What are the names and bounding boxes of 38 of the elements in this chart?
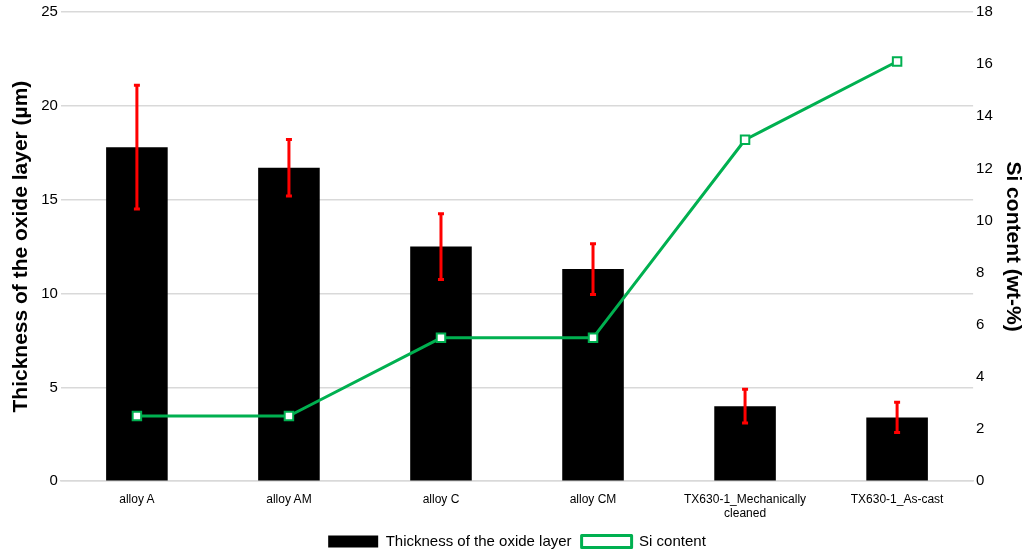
point bbox=[283, 410, 295, 422]
bar bbox=[714, 406, 776, 481]
bar bbox=[866, 417, 928, 481]
x-tick-label: alloy C bbox=[422, 491, 460, 506]
y-tick-label: 20 bbox=[41, 95, 58, 113]
y-tick-label: 25 bbox=[41, 2, 58, 20]
x-tick-label: alloy CM bbox=[569, 491, 617, 506]
bar bbox=[562, 269, 624, 481]
bar bbox=[106, 147, 168, 481]
y2-tick-label: 8 bbox=[976, 262, 985, 280]
y-tick-label: 15 bbox=[41, 189, 58, 207]
bar bbox=[258, 167, 320, 481]
y2-tick-label: 10 bbox=[976, 210, 993, 228]
y2-tick-label: 0 bbox=[976, 471, 985, 489]
x-tick-label: TX630-1_Mechanically cleaned bbox=[684, 491, 807, 521]
y2-axis-title: Si content (wt-%) bbox=[1002, 161, 1026, 332]
bar bbox=[410, 246, 472, 481]
point bbox=[131, 410, 143, 422]
y-axis-title: Thickness of the oxide layer (µm) bbox=[8, 80, 32, 413]
y2-tick-label: 4 bbox=[976, 367, 985, 385]
point bbox=[435, 332, 447, 344]
x-tick-label: TX630-1_As-cast bbox=[850, 491, 945, 506]
x-tick-label: alloy AM bbox=[266, 491, 312, 506]
y2-tick-label: 12 bbox=[976, 158, 993, 176]
y2-tick-label: 18 bbox=[976, 2, 993, 20]
y-tick-label: 10 bbox=[41, 283, 58, 301]
point bbox=[739, 134, 751, 145]
y2-tick-label: 14 bbox=[976, 106, 993, 124]
x-tick-label: alloy A bbox=[119, 491, 155, 506]
y-tick-label: 0 bbox=[49, 471, 58, 489]
point bbox=[587, 332, 599, 344]
y2-tick-label: 16 bbox=[976, 54, 993, 72]
y-tick-label: 5 bbox=[49, 377, 58, 395]
legend-label: Si content bbox=[639, 531, 707, 549]
legend-label: Thickness of the oxide layer bbox=[385, 531, 572, 549]
y2-tick-label: 2 bbox=[976, 419, 985, 437]
y2-tick-label: 6 bbox=[976, 314, 985, 332]
point bbox=[891, 56, 903, 67]
